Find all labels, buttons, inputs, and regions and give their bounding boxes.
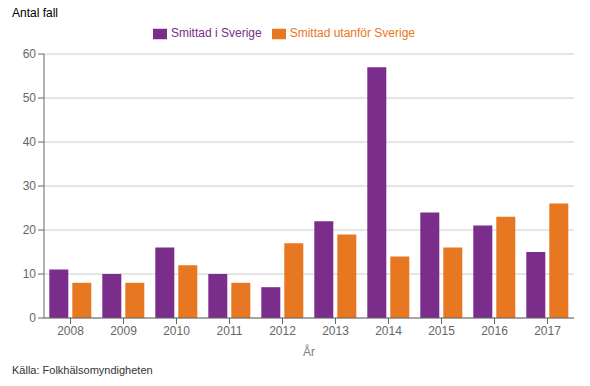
svg-text:2016: 2016 [481,324,508,338]
svg-text:2015: 2015 [428,324,455,338]
svg-text:2013: 2013 [322,324,349,338]
svg-text:2010: 2010 [163,324,190,338]
svg-text:20: 20 [23,223,37,237]
html-text:Smittad utanför Sverige: Smittad utanför Sverige [289,26,415,40]
svg-text:60: 60 [23,47,37,61]
svg-text:2008: 2008 [57,324,84,338]
svg-text:2014: 2014 [375,324,402,338]
html-text:Smittad i Sverige: Smittad i Sverige [170,26,262,40]
svg-text:40: 40 [23,135,37,149]
svg-text:10: 10 [23,267,37,281]
svg-text:2012: 2012 [269,324,296,338]
html-text:Antal fall: Antal fall [12,6,58,20]
svg-text:30: 30 [23,179,37,193]
svg-text:50: 50 [23,91,37,105]
svg-text:År: År [303,344,315,359]
svg-text:2011: 2011 [217,324,243,338]
svg-text:2009: 2009 [110,324,137,338]
svg-text:0: 0 [29,311,36,325]
html-text:Källa: Folkhälsomyndigheten: Källa: Folkhälsomyndigheten [12,364,153,376]
svg-text:2017: 2017 [534,324,561,338]
